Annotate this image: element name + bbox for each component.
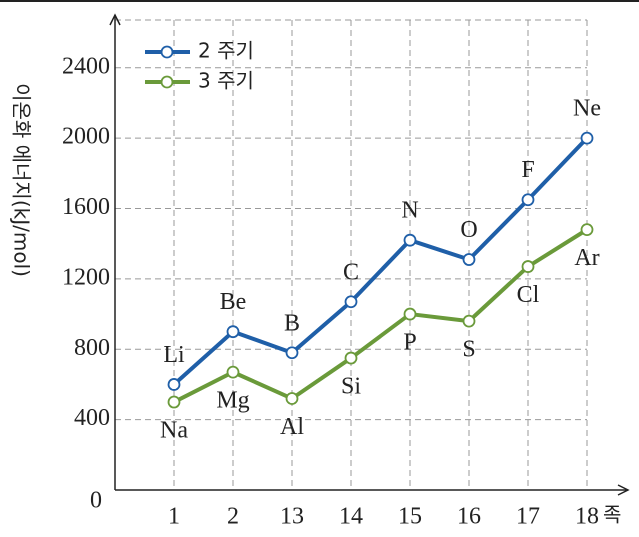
x-tick-label: 15 — [398, 504, 422, 530]
y-tick-label: 800 — [74, 335, 110, 361]
x-tick-label: 16 — [457, 504, 481, 530]
point — [462, 253, 476, 266]
point-label: N — [401, 198, 418, 224]
point — [226, 365, 240, 379]
point-label: F — [521, 157, 534, 183]
y-tick-label: 2400 — [62, 53, 110, 79]
y-tick-label: 0 — [90, 488, 102, 514]
point — [167, 378, 181, 391]
point — [521, 193, 535, 207]
point-label: P — [403, 330, 416, 356]
point — [521, 260, 535, 273]
x-tick-label: 14 — [339, 504, 363, 530]
point-label: O — [460, 217, 477, 243]
point-label: Li — [163, 342, 185, 368]
point-label: Al — [280, 414, 304, 440]
point — [167, 395, 181, 409]
legend-label: 2 주기 — [198, 39, 254, 63]
point-label: Mg — [216, 388, 249, 414]
y-tick-label: 2000 — [62, 124, 110, 150]
x-axis-label: 족 — [603, 503, 621, 527]
legend-marker — [160, 75, 174, 89]
point-label: Cl — [517, 282, 540, 308]
legend-marker — [160, 45, 174, 59]
point — [580, 131, 594, 145]
point-label: Na — [160, 418, 188, 444]
series-line — [173, 227, 589, 404]
point — [226, 325, 240, 339]
y-tick-label: 1600 — [62, 194, 110, 220]
point-label: Si — [341, 374, 361, 400]
x-tick-label: 13 — [280, 504, 304, 530]
y-axis-label: 이온화 에너지(kJ/mol) — [10, 83, 34, 277]
point-label: Ne — [573, 96, 601, 122]
point — [403, 233, 417, 247]
point — [403, 307, 417, 321]
point — [344, 295, 358, 309]
point — [285, 346, 299, 360]
x-tick-label: 17 — [516, 504, 540, 530]
point — [344, 351, 358, 365]
point-label: S — [462, 337, 475, 363]
x-tick-label: 2 — [227, 504, 239, 530]
x-tick-label: 1 — [168, 504, 180, 530]
y-tick-label: 400 — [74, 405, 110, 431]
series-line — [172, 136, 589, 386]
point — [580, 223, 594, 237]
point — [462, 314, 476, 328]
y-axis-arrow — [109, 13, 121, 26]
x-axis-arrow — [617, 484, 630, 496]
x-tick-label: 18 — [575, 504, 599, 530]
point-label: Be — [220, 289, 247, 315]
point-label: C — [343, 259, 359, 285]
point — [285, 392, 299, 405]
y-tick-label: 1200 — [62, 264, 110, 290]
legend-label: 3 주기 — [198, 69, 254, 93]
point-label: B — [284, 310, 300, 336]
point-label: Ar — [574, 245, 599, 271]
